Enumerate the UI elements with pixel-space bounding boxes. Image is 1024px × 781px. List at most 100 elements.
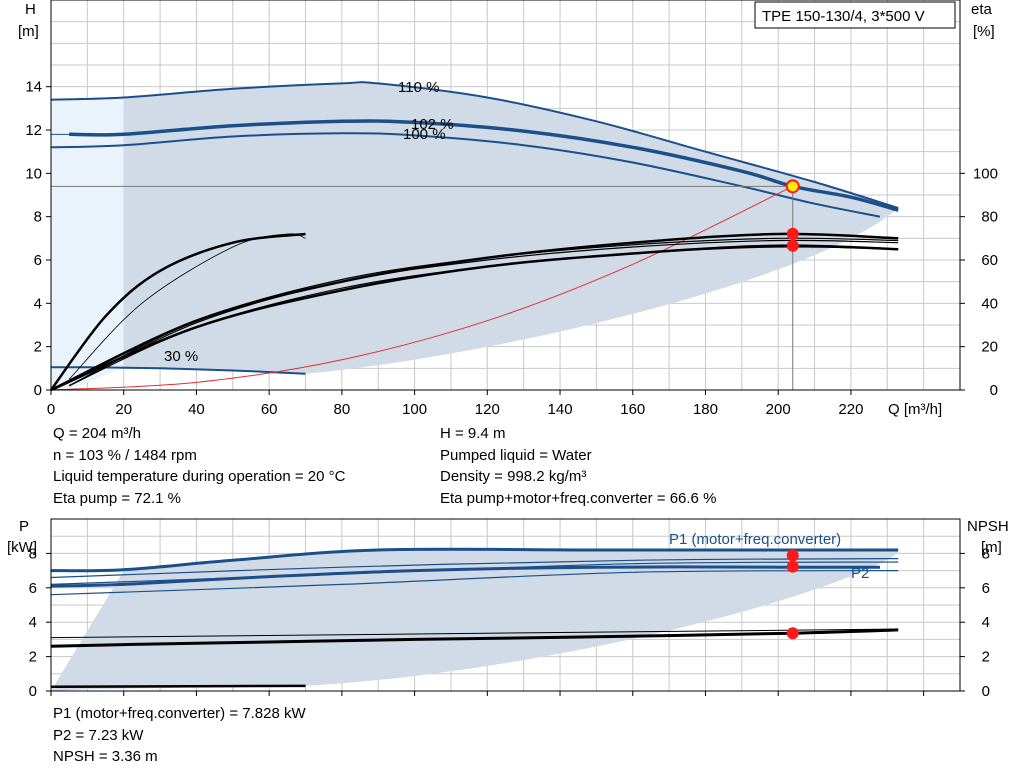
duty-info-right: H = 9.4 m Pumped liquid = Water Density … bbox=[440, 423, 716, 509]
npsh-tick-label: 0 bbox=[982, 683, 990, 700]
npsh-tick-label: 8 bbox=[982, 545, 990, 562]
power-thin-line bbox=[50, 561, 899, 585]
npsh-marker bbox=[786, 627, 799, 640]
power-operating-envelope bbox=[87, 549, 899, 690]
speed-value: n = 103 % / 1484 rpm bbox=[53, 446, 197, 464]
h-tick-label: 10 bbox=[25, 165, 42, 182]
eta-tick-label: 0 bbox=[990, 382, 998, 399]
qh-curve-2 bbox=[50, 132, 881, 218]
eta-bundle-line bbox=[68, 239, 899, 387]
q-tick-label: 220 bbox=[838, 401, 863, 418]
temperature-value: Liquid temperature during operation = 20… bbox=[53, 468, 346, 485]
p-tick-label: 8 bbox=[29, 545, 37, 562]
p1-marker bbox=[786, 549, 799, 562]
p-tick-label: 4 bbox=[29, 614, 37, 631]
eta-tick-label: 100 bbox=[973, 165, 998, 182]
qh-curve-0 bbox=[50, 81, 899, 209]
power-envelope bbox=[51, 549, 899, 691]
npsh-tick-label: 6 bbox=[982, 580, 990, 597]
q-tick-label: 200 bbox=[766, 401, 791, 418]
h-tick-label: 12 bbox=[25, 122, 42, 139]
qh-markers bbox=[51, 179, 800, 390]
eta-tick-label: 60 bbox=[981, 252, 998, 269]
p2-value: P2 = 7.23 kW bbox=[53, 726, 144, 744]
liquid-value: Pumped liquid = Water bbox=[440, 446, 592, 464]
eta-thin-curve bbox=[68, 233, 306, 380]
h-tick-label: 0 bbox=[34, 382, 42, 399]
duty-point-marker bbox=[785, 179, 800, 194]
eta-tick-label: 20 bbox=[981, 339, 998, 356]
qh-curve-3 bbox=[50, 366, 306, 375]
q-tick-label: 40 bbox=[188, 401, 205, 418]
eta-tick-label: 40 bbox=[981, 295, 998, 312]
power-thin-line bbox=[50, 570, 899, 596]
power-curves bbox=[50, 547, 899, 688]
eta-total-value: Eta pump+motor+freq.converter = 66.6 % bbox=[440, 489, 717, 507]
npsh-axis-label: NPSH bbox=[967, 518, 1009, 535]
p2-marker bbox=[786, 560, 799, 573]
npsh-axis-unit: [m] bbox=[981, 539, 1002, 556]
power-axis-ticks: 0 2 4 6 8 0 2 4 6 8 bbox=[29, 545, 990, 700]
qh-operating-envelope bbox=[123, 82, 899, 374]
p1-value: P1 (motor+freq.converter) = 7.828 kW bbox=[53, 705, 306, 722]
npsh-tick-label: 4 bbox=[982, 614, 990, 631]
eta-bundle-line bbox=[68, 246, 899, 387]
eta-pump-marker bbox=[786, 227, 799, 240]
pump-title-box bbox=[754, 1, 956, 29]
curve-label-30: 30 % bbox=[164, 348, 198, 365]
npsh-tick-label: 2 bbox=[982, 649, 990, 666]
p-axis-label: P bbox=[19, 518, 29, 535]
duty-info-left: Q = 204 m³/h n = 103 % / 1484 rpm Liquid… bbox=[53, 423, 345, 509]
eta-tick-label: 80 bbox=[981, 209, 998, 226]
q-tick-label: 140 bbox=[548, 401, 573, 418]
q-tick-label: 0 bbox=[47, 401, 55, 418]
eta-total-marker bbox=[786, 239, 799, 252]
curve-label-110: 110 % bbox=[398, 79, 439, 96]
p-tick-label: 0 bbox=[29, 683, 37, 700]
h-tick-label: 8 bbox=[34, 209, 42, 226]
eta-axis-unit: [%] bbox=[973, 23, 995, 40]
eta-axis-label: eta bbox=[971, 1, 993, 18]
flow-value: Q = 204 m³/h bbox=[53, 425, 141, 442]
q-tick-label: 20 bbox=[115, 401, 132, 418]
h-tick-label: 4 bbox=[34, 295, 42, 312]
eta-bundle-line bbox=[68, 237, 899, 387]
q-tick-label: 80 bbox=[334, 401, 351, 418]
pump-title: TPE 150-130/4, 3*500 V bbox=[762, 8, 925, 25]
p-tick-label: 6 bbox=[29, 580, 37, 597]
p-axis-unit: [kW] bbox=[7, 539, 37, 556]
h-axis-label: H bbox=[25, 1, 36, 18]
q-tick-label: 100 bbox=[402, 401, 427, 418]
h-tick-label: 2 bbox=[34, 339, 42, 356]
power-plot-border bbox=[50, 518, 961, 692]
q-tick-label: 160 bbox=[620, 401, 645, 418]
curve-label-102: 102 % bbox=[411, 116, 454, 133]
power-thin-line bbox=[50, 558, 899, 579]
power-plot: 0 2 4 6 8 0 2 4 6 8 P [kW] NPSH [m] P1 (motor+fre… bbox=[7, 518, 1009, 700]
npsh-low-line bbox=[50, 684, 306, 688]
qh-left-line bbox=[50, 97, 124, 101]
curve-label-100: 100 % bbox=[403, 126, 446, 143]
density-value: Density = 998.2 kg/m³ bbox=[440, 468, 587, 485]
h-tick-label: 14 bbox=[25, 79, 42, 96]
qh-left-region bbox=[51, 97, 124, 390]
power-left-region bbox=[51, 570, 124, 691]
npsh-value: NPSH = 3.36 m bbox=[53, 748, 158, 765]
q-tick-label: 180 bbox=[693, 401, 718, 418]
power-markers bbox=[786, 549, 799, 640]
eta-pump-value: Eta pump = 72.1 % bbox=[53, 489, 181, 507]
q-tick-label: 60 bbox=[261, 401, 278, 418]
npsh-thin-line bbox=[50, 628, 899, 639]
q-axis-label: Q [m³/h] bbox=[888, 401, 942, 418]
power-info: P1 (motor+freq.converter) = 7.828 kW P2 … bbox=[53, 703, 306, 768]
head-value: H = 9.4 m bbox=[440, 425, 506, 442]
h-tick-label: 6 bbox=[34, 252, 42, 269]
q-tick-label: 120 bbox=[475, 401, 500, 418]
qh-plot-border bbox=[50, 0, 961, 391]
curve-label-p2: P2 bbox=[851, 565, 869, 582]
p-tick-label: 2 bbox=[29, 649, 37, 666]
power-curve-0 bbox=[50, 547, 899, 573]
